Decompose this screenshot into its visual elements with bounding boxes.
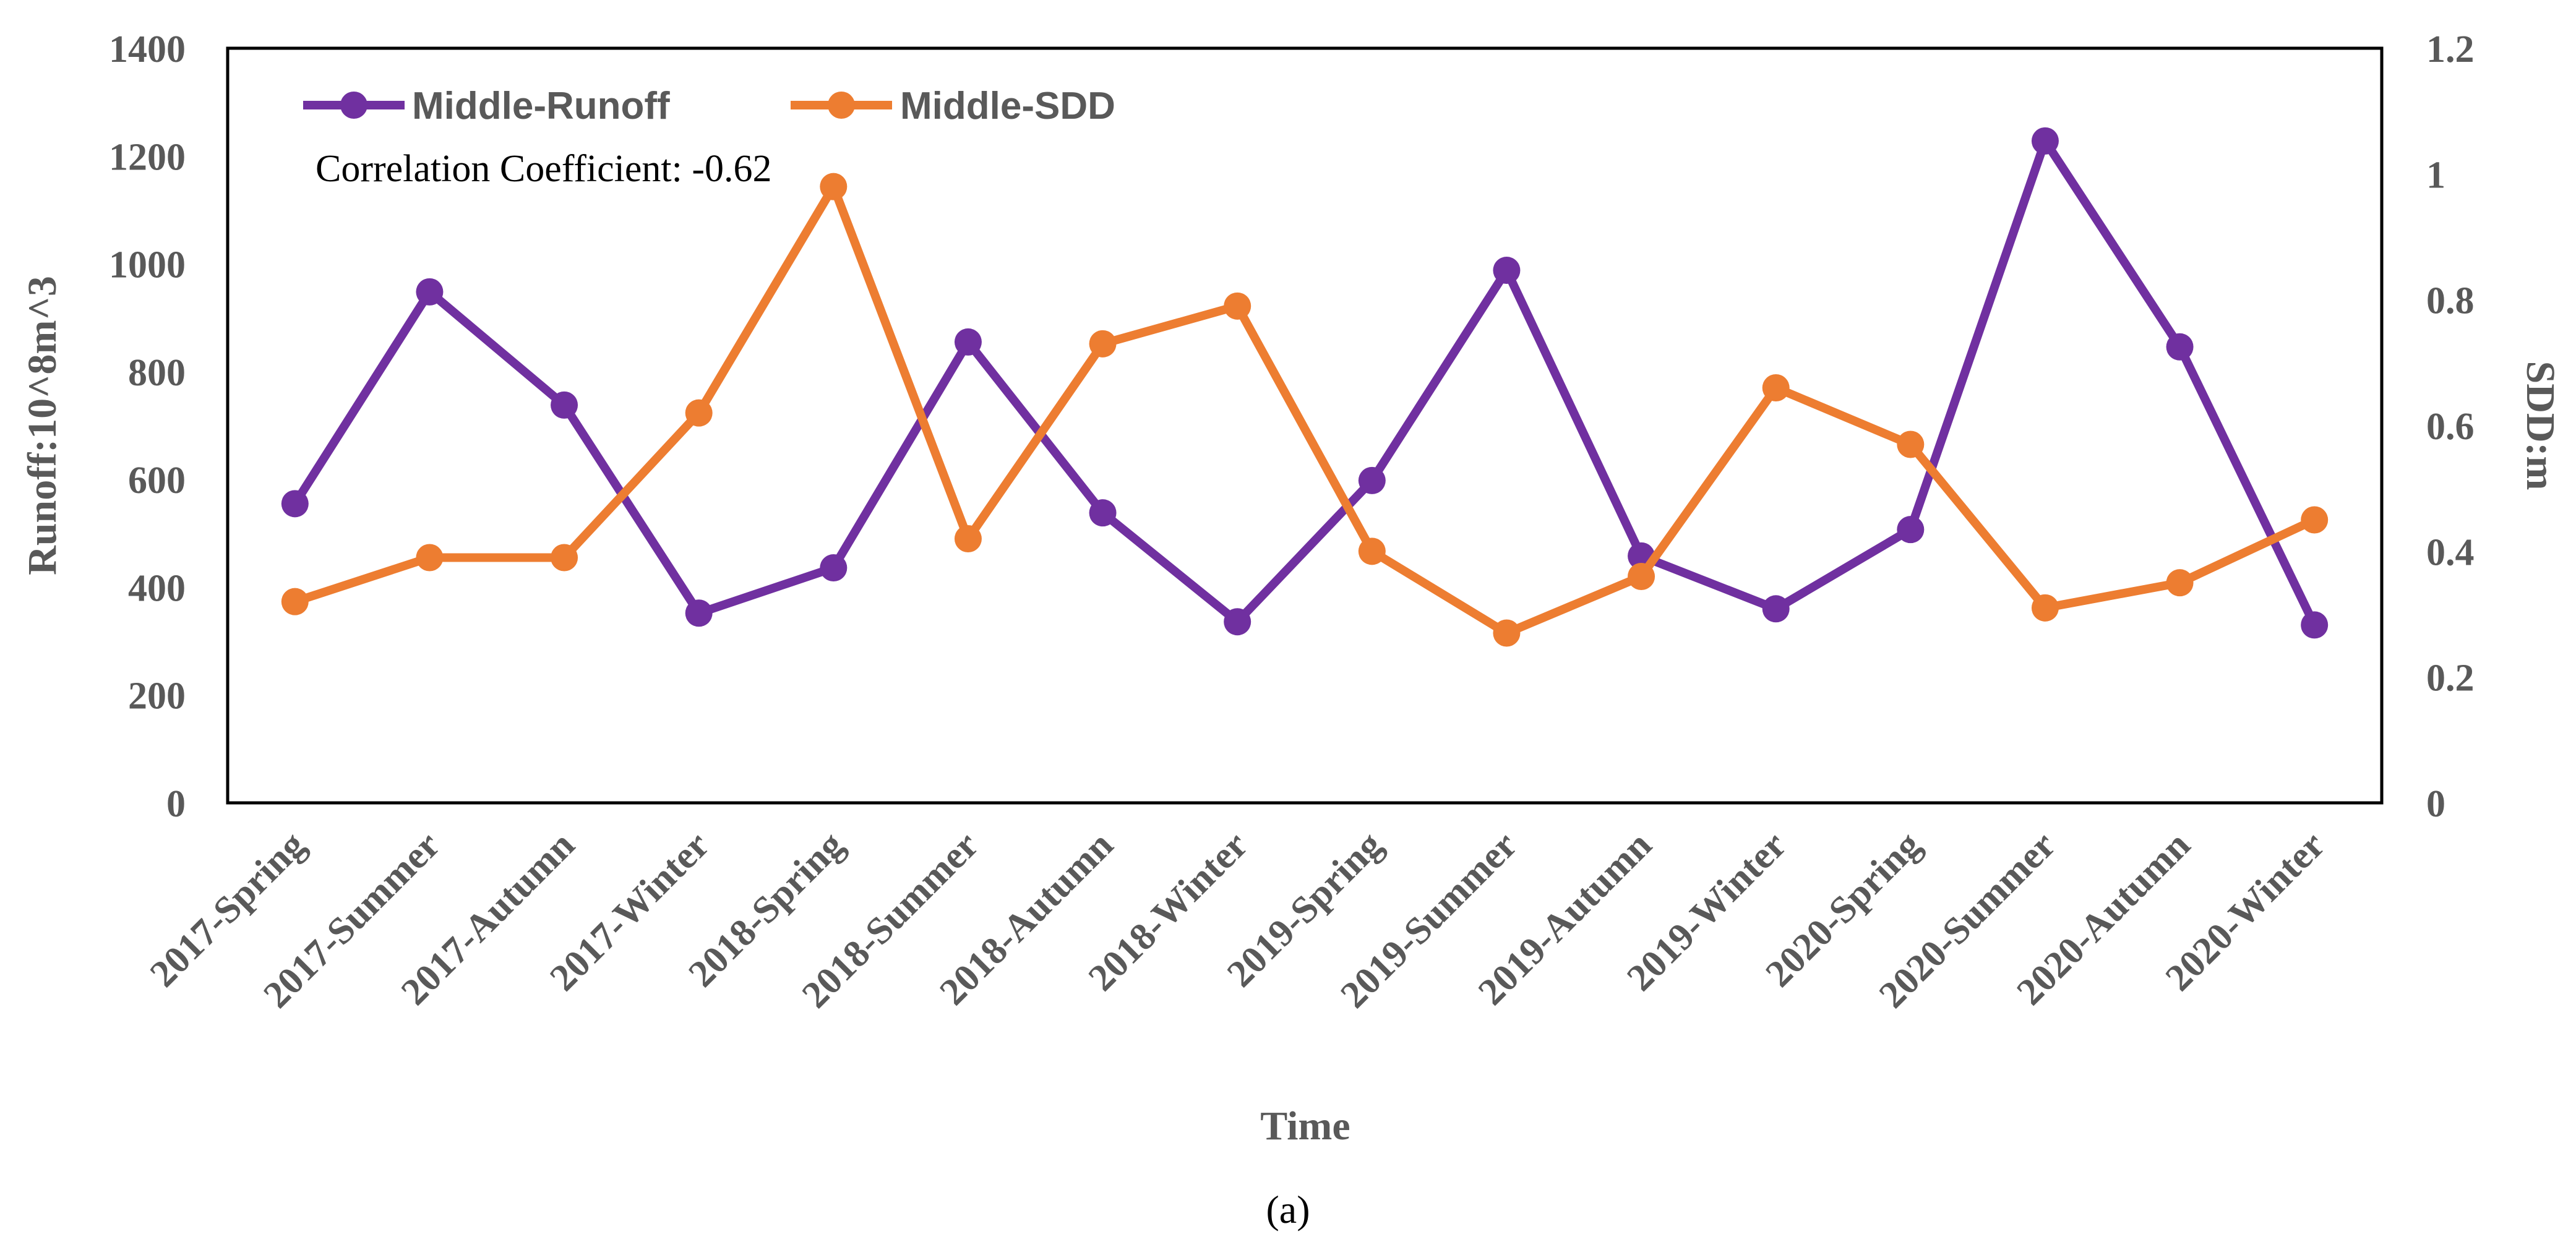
y-right-tick-label: 0: [2426, 783, 2445, 825]
y-right-tick-label: 0.4: [2426, 531, 2475, 573]
data-point-middle-sdd: [2301, 506, 2329, 534]
x-axis-title: Time: [1260, 1103, 1350, 1149]
y-left-tick-label: 600: [128, 460, 186, 502]
data-point-middle-sdd: [416, 544, 444, 572]
data-point-middle-sdd: [2166, 569, 2194, 597]
y-axis-left-title: Runoff:10^8m^3: [20, 276, 65, 575]
y-right-tick-label: 1: [2426, 154, 2445, 196]
y-right-tick-label: 0.6: [2426, 406, 2475, 448]
series-layer: [281, 127, 2329, 647]
plot-area: [226, 46, 2384, 805]
data-point-middle-sdd: [1224, 292, 1252, 320]
legend-sdd-label: Middle-SDD: [900, 85, 1115, 127]
data-point-middle-runoff: [1224, 608, 1252, 636]
legend-sdd-marker: [828, 92, 855, 119]
y-left-tick-label: 1000: [109, 244, 186, 286]
left-axis-ticks: 0 200 400 600 800 1000 1200 1400: [109, 28, 186, 825]
data-point-middle-sdd: [820, 173, 848, 200]
data-point-middle-runoff: [1762, 595, 1790, 623]
right-axis-ticks: 0 0.2 0.4 0.6 0.8 1 1.2: [2426, 28, 2475, 825]
data-point-middle-runoff: [820, 554, 848, 582]
data-point-middle-sdd: [281, 588, 309, 615]
data-point-middle-sdd: [1493, 619, 1521, 647]
data-point-middle-runoff: [954, 328, 982, 356]
y-left-tick-label: 200: [128, 675, 186, 717]
data-point-middle-sdd: [685, 399, 713, 427]
data-point-middle-runoff: [1897, 516, 1925, 544]
data-point-middle-runoff: [2031, 127, 2059, 155]
data-point-middle-runoff: [2301, 611, 2329, 639]
figure-caption: (a): [1266, 1188, 1310, 1231]
data-point-middle-runoff: [416, 278, 444, 306]
y-right-tick-label: 1.2: [2426, 28, 2475, 71]
data-point-middle-sdd: [1762, 374, 1790, 401]
data-point-middle-sdd: [2031, 594, 2059, 622]
data-point-middle-runoff: [1358, 466, 1386, 494]
y-left-tick-label: 0: [166, 783, 186, 825]
x-axis-ticks: 2017-Spring2017-Summer2017-Autumn2017-Wi…: [142, 824, 2333, 1016]
data-point-middle-sdd: [1628, 563, 1655, 590]
data-point-middle-runoff: [281, 490, 309, 518]
data-point-middle-sdd: [551, 544, 578, 572]
correlation-annotation: Correlation Coefficient: -0.62: [316, 148, 772, 190]
data-point-middle-sdd: [954, 525, 982, 552]
series-line-middle-runoff: [290, 136, 2319, 630]
y-left-tick-label: 400: [128, 567, 186, 609]
data-point-middle-runoff: [1089, 499, 1117, 527]
legend-runoff-label: Middle-Runoff: [412, 85, 670, 127]
y-right-tick-label: 0.2: [2426, 657, 2475, 700]
y-left-tick-label: 800: [128, 352, 186, 394]
legend-runoff-marker: [340, 92, 367, 119]
legend: Middle-Runoff Middle-SDD: [303, 85, 1115, 127]
y-right-tick-label: 0.8: [2426, 280, 2475, 322]
data-point-middle-sdd: [1897, 430, 1925, 458]
data-point-middle-runoff: [551, 391, 578, 419]
y-axis-right-title: SDD:m: [2518, 361, 2563, 490]
data-point-middle-runoff: [685, 599, 713, 627]
y-left-tick-label: 1400: [109, 28, 186, 71]
data-point-middle-runoff: [1493, 257, 1521, 285]
data-point-middle-sdd: [1089, 330, 1117, 358]
series-line-middle-sdd: [290, 182, 2319, 638]
y-left-tick-label: 1200: [109, 136, 186, 178]
data-point-middle-sdd: [1358, 537, 1386, 565]
data-point-middle-runoff: [2166, 333, 2194, 361]
